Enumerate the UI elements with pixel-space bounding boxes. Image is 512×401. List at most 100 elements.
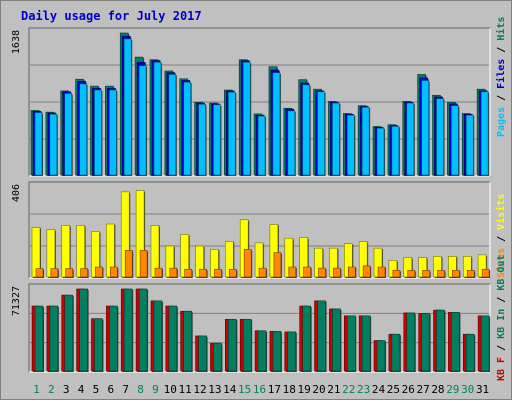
bar-kb-out bbox=[287, 331, 297, 372]
bar-kb-out bbox=[465, 333, 476, 372]
bar-pages bbox=[79, 83, 88, 176]
bar-kb-out-face bbox=[213, 343, 222, 372]
panel-visits-sites: 406 bbox=[11, 181, 491, 279]
legend-entry: Sites bbox=[495, 248, 507, 278]
bar-kb-out-face bbox=[109, 305, 118, 372]
bar-sites bbox=[362, 265, 372, 278]
bar-pages bbox=[257, 115, 267, 176]
bar-pages-face bbox=[465, 114, 474, 176]
bar-pages bbox=[287, 110, 296, 176]
bar-sites-face bbox=[243, 248, 252, 278]
bar-kb-out bbox=[257, 330, 268, 372]
bar-kb-out bbox=[183, 310, 193, 372]
x-tick-label: 17 bbox=[268, 383, 281, 396]
bar-kb-out-face bbox=[257, 330, 267, 372]
bar-kb-out bbox=[346, 315, 357, 372]
bar-pages-face bbox=[406, 102, 415, 176]
bar-pages bbox=[465, 114, 475, 176]
x-tick-label: 29 bbox=[446, 383, 459, 396]
bar-sites-face bbox=[452, 270, 460, 278]
bar-pages-face bbox=[287, 110, 296, 176]
bar-sites bbox=[273, 252, 282, 278]
bar-sites bbox=[258, 267, 268, 278]
bar-sites bbox=[243, 248, 253, 278]
bar-kb-out bbox=[123, 288, 134, 372]
bar-pages bbox=[168, 74, 177, 176]
bar-pages-face bbox=[168, 74, 177, 176]
bar-kb-out bbox=[242, 318, 253, 372]
bar-kb-out bbox=[451, 312, 461, 372]
bar-pages bbox=[64, 93, 73, 176]
bar-pages bbox=[361, 107, 371, 176]
legend-entry: / bbox=[496, 291, 507, 309]
bar-kb-out bbox=[361, 315, 372, 372]
bar-kb-out-face bbox=[465, 333, 475, 372]
bar-kb-out-face bbox=[49, 305, 59, 372]
bar-pages bbox=[228, 91, 237, 176]
bar-kb-out-face bbox=[183, 310, 193, 372]
bar-kb-out-face bbox=[123, 288, 133, 372]
y-max-label: 406 bbox=[11, 184, 22, 202]
bar-kb-out bbox=[109, 305, 119, 372]
bar-kb-out bbox=[406, 312, 416, 372]
bar-kb-out-face bbox=[406, 312, 416, 372]
x-tick-label: 28 bbox=[431, 383, 444, 396]
x-tick-label: 2 bbox=[48, 383, 55, 396]
bar-pages-face bbox=[34, 112, 43, 176]
legend-entry: Visits bbox=[495, 194, 507, 230]
legend-entry: Files bbox=[495, 59, 507, 89]
bar-sites-face bbox=[347, 266, 356, 278]
bar-pages-face bbox=[64, 93, 73, 176]
bar-sites bbox=[303, 266, 312, 278]
bar-kb-out-face bbox=[153, 300, 163, 372]
bar-pages-face bbox=[138, 65, 147, 176]
bar-sites-face bbox=[50, 268, 59, 278]
legend-entry: Pages bbox=[496, 107, 507, 137]
bar-kb-out-face bbox=[242, 318, 252, 372]
bar-sites-face bbox=[169, 267, 178, 278]
bar-pages-face bbox=[49, 114, 58, 176]
bar-sites-face bbox=[288, 266, 297, 278]
x-tick-label: 31 bbox=[476, 383, 489, 396]
bar-pages-face bbox=[153, 62, 162, 176]
panel-hits-files-pages: 1638 bbox=[11, 27, 491, 177]
bar-pages bbox=[451, 105, 460, 176]
x-tick-label: 8 bbox=[137, 383, 144, 396]
bar-sites-face bbox=[303, 266, 311, 278]
bar-kb-out bbox=[64, 294, 74, 372]
bar-kb-out bbox=[168, 305, 178, 372]
bar-pages-face bbox=[198, 104, 206, 176]
bar-kb-out-face bbox=[302, 305, 311, 372]
bar-sites-face bbox=[184, 268, 193, 278]
bar-pages bbox=[34, 112, 43, 176]
legend-entry: / bbox=[496, 89, 507, 107]
bar-sites bbox=[124, 250, 134, 278]
bar-pages bbox=[317, 91, 326, 176]
bar-sites bbox=[437, 270, 446, 278]
legend-entry: Hits bbox=[495, 17, 507, 41]
legend-entry: KB In bbox=[496, 309, 507, 339]
bar-pages-face bbox=[451, 105, 459, 176]
bar-pages-face bbox=[257, 115, 266, 176]
bar-kb-out-face bbox=[451, 312, 460, 372]
bar-kb-out-face bbox=[138, 288, 148, 372]
bar-sites bbox=[35, 268, 44, 278]
x-tick-label: 11 bbox=[179, 383, 192, 396]
bar-pages bbox=[346, 114, 356, 176]
bar-sites bbox=[452, 270, 461, 278]
bar-sites bbox=[80, 268, 89, 278]
bar-kb-out-face bbox=[332, 308, 341, 372]
x-tick-label: 20 bbox=[312, 383, 325, 396]
bar-pages-face bbox=[436, 98, 444, 176]
bar-pages-face bbox=[332, 102, 340, 176]
bar-sites bbox=[95, 266, 104, 278]
bar-kb-out bbox=[228, 318, 238, 372]
bar-sites-face bbox=[437, 270, 445, 278]
bar-pages bbox=[391, 126, 400, 176]
bar-kb-out bbox=[332, 308, 342, 372]
bar-sites bbox=[65, 268, 74, 278]
bar-sites bbox=[318, 267, 327, 278]
legend: Pages / Files / Hits bbox=[495, 17, 507, 137]
bar-sites-face bbox=[333, 267, 341, 278]
